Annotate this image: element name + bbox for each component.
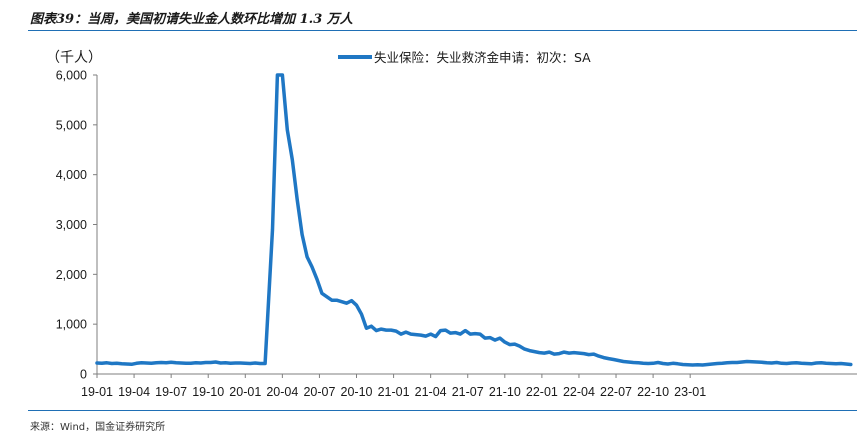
x-tick-label: 23-01 <box>674 385 706 399</box>
title-rule <box>28 30 857 31</box>
x-tick-label: 19-04 <box>118 385 150 399</box>
x-tick-label: 21-01 <box>378 385 410 399</box>
x-tick-label: 19-07 <box>155 385 187 399</box>
x-tick-label: 21-07 <box>452 385 484 399</box>
y-tick-label: 4,000 <box>56 168 87 182</box>
x-tick-label: 19-01 <box>81 385 113 399</box>
y-tick-label: 6,000 <box>56 69 87 83</box>
x-tick-label: 22-01 <box>526 385 558 399</box>
axes <box>93 74 857 378</box>
y-tick-label: 3,000 <box>56 218 87 232</box>
x-tick-label: 20-04 <box>266 385 298 399</box>
x-tick-label: 20-01 <box>229 385 261 399</box>
footer-rule <box>28 410 857 411</box>
figure-title: 图表39：当周，美国初请失业金人数环比增加 1.3 万人 <box>30 12 353 27</box>
x-tick-label: 20-07 <box>303 385 335 399</box>
y-tick-labels: 0 1,000 2,000 3,000 4,000 5,000 6,000 <box>56 69 87 382</box>
source-note: 来源：Wind，国金证券研究所 <box>30 422 166 433</box>
y-tick-label: 5,000 <box>56 118 87 132</box>
x-tick-label: 22-04 <box>563 385 595 399</box>
x-tick-label: 22-10 <box>637 385 669 399</box>
x-tick-label: 21-04 <box>415 385 447 399</box>
series-group <box>95 73 853 367</box>
x-tick-label: 21-10 <box>489 385 521 399</box>
y-tick-label: 2,000 <box>56 268 87 282</box>
x-tick-label: 22-07 <box>600 385 632 399</box>
x-tick-label: 19-10 <box>192 385 224 399</box>
y-tick-label: 0 <box>80 368 87 382</box>
series-line-0 <box>95 73 853 367</box>
legend-label: 失业保险：失业救济金申请：初次：SA <box>374 50 591 65</box>
x-tick-labels: 19-01 19-04 19-07 19-10 20-01 20-04 20-07 20-10… <box>81 385 706 399</box>
y-axis-unit: （千人） <box>46 50 102 66</box>
x-tick-label: 20-10 <box>341 385 373 399</box>
legend: 失业保险：失业救济金申请：初次：SA <box>338 50 591 65</box>
y-tick-label: 1,000 <box>56 318 87 332</box>
